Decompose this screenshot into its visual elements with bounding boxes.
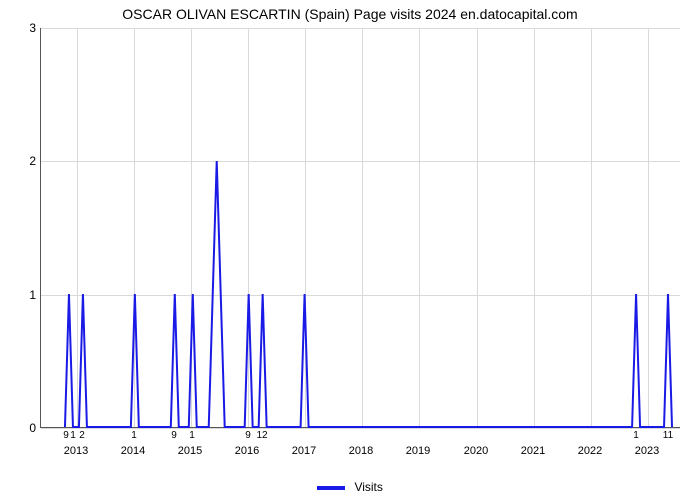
plot-area: [40, 28, 680, 428]
x-year-label: 2023: [635, 445, 659, 457]
x-year-label: 2013: [64, 445, 88, 457]
x-year-label: 2014: [121, 445, 145, 457]
legend-label: Visits: [354, 480, 382, 494]
data-point-label: 1: [633, 430, 639, 441]
y-tick-label: 3: [18, 21, 36, 35]
x-year-label: 2021: [521, 445, 545, 457]
data-point-label: 1: [70, 430, 76, 441]
data-point-label: 1: [131, 430, 137, 441]
x-year-label: 2019: [406, 445, 430, 457]
x-year-label: 2016: [235, 445, 259, 457]
data-point-label: 9: [63, 430, 69, 441]
y-tick-label: 0: [18, 421, 36, 435]
data-point-label: 9: [171, 430, 177, 441]
x-year-label: 2022: [578, 445, 602, 457]
data-point-label: 2: [79, 430, 85, 441]
data-point-label: 1: [189, 430, 195, 441]
data-point-label: 11: [663, 430, 673, 441]
x-year-label: 2017: [292, 445, 316, 457]
data-point-label: 9: [245, 430, 251, 441]
legend-swatch: [317, 486, 345, 490]
legend: Visits: [0, 480, 700, 494]
y-tick-label: 2: [18, 154, 36, 168]
x-year-label: 2015: [178, 445, 202, 457]
gridline-h: [41, 428, 680, 429]
data-point-label: 12: [256, 430, 267, 441]
chart-title: OSCAR OLIVAN ESCARTIN (Spain) Page visit…: [0, 6, 700, 22]
x-year-label: 2020: [464, 445, 488, 457]
y-tick-label: 1: [18, 288, 36, 302]
visits-line: [65, 161, 672, 427]
data-line: [41, 28, 680, 427]
x-year-label: 2018: [349, 445, 373, 457]
